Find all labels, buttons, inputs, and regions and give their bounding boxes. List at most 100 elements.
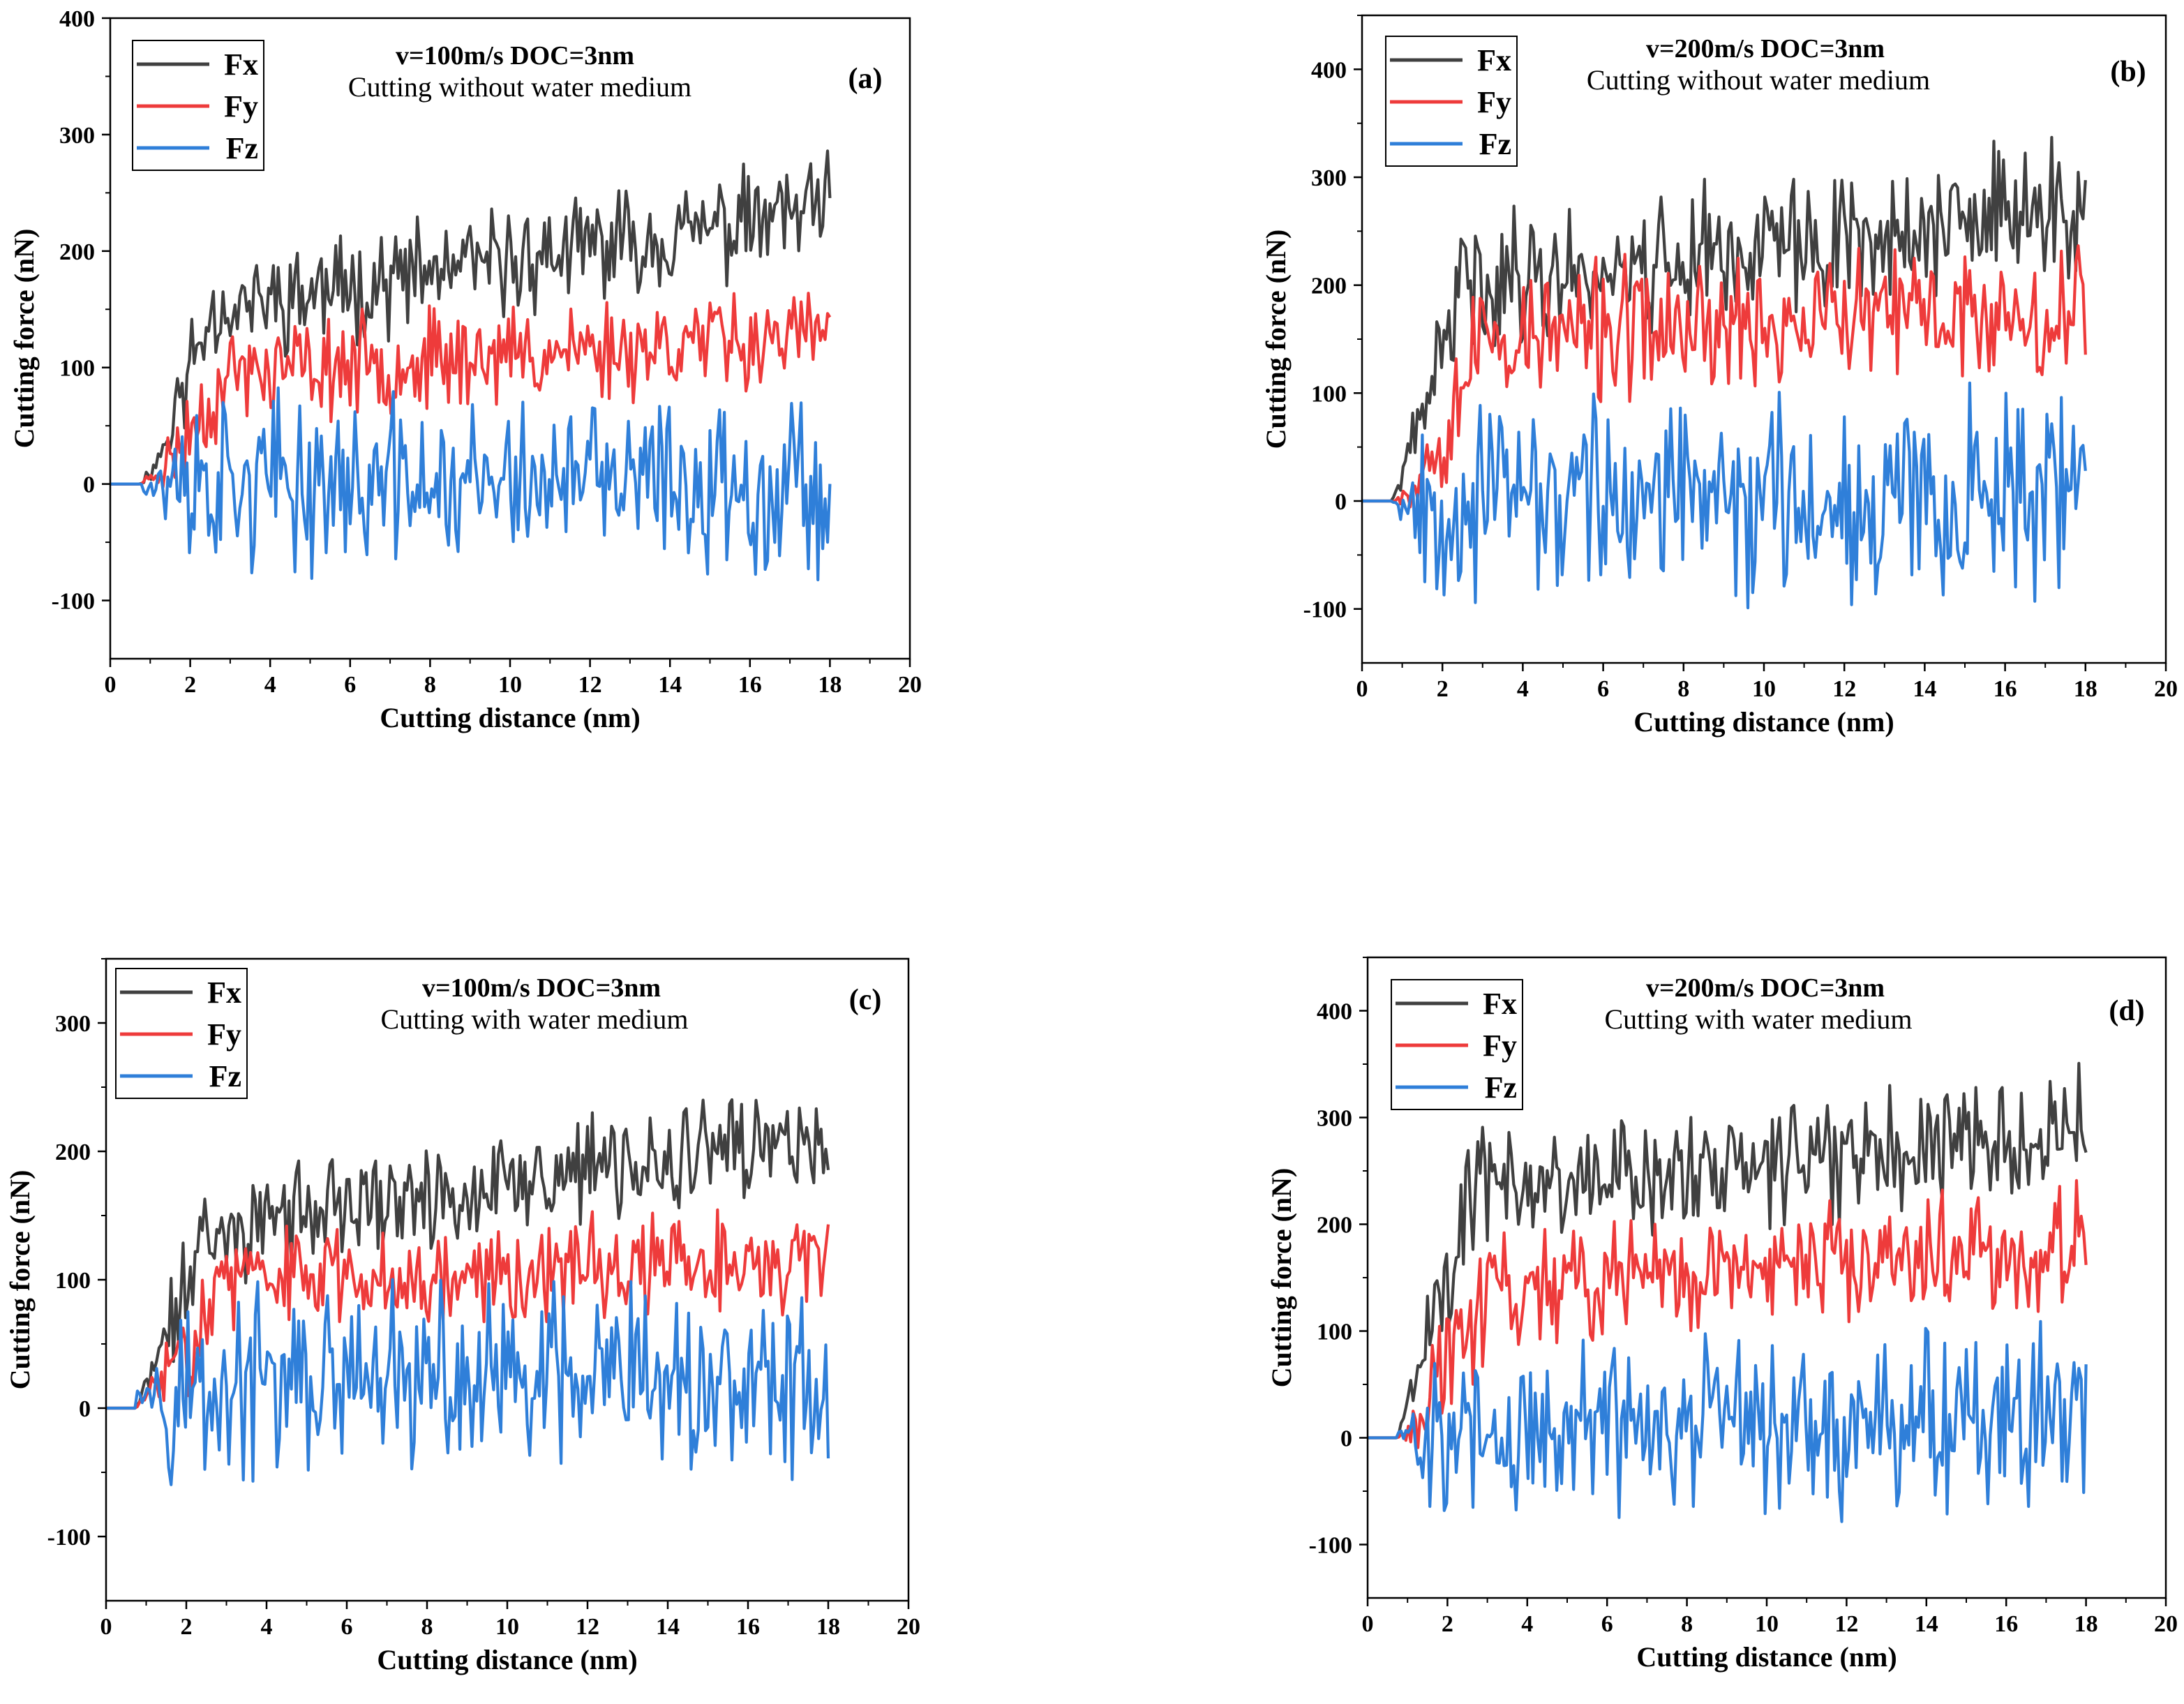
series-line-fx: [1362, 135, 2087, 503]
legend-label-fz: Fz: [1485, 1070, 1517, 1105]
legend-label-fz: Fz: [226, 131, 258, 165]
series-group-c: [106, 1098, 830, 1486]
x-tick-label: 10: [1755, 1611, 1779, 1637]
x-tick-label: 8: [424, 672, 436, 698]
x-tick-label: 16: [1994, 1611, 2018, 1637]
x-tick-label: 4: [1521, 1611, 1533, 1637]
legend: Fx Fy Fz: [1391, 979, 1523, 1110]
x-axis-label: Cutting distance (nm): [380, 702, 640, 733]
legend-label-fy: Fy: [1483, 1029, 1517, 1063]
x-tick-label: 20: [898, 672, 922, 698]
legend-label-fx: Fx: [207, 976, 241, 1010]
x-tick-label: 0: [100, 1614, 112, 1640]
y-tick-label: 300: [59, 123, 95, 149]
x-tick-label: 14: [658, 672, 682, 698]
legend-label-fx: Fx: [1483, 987, 1517, 1021]
series-line-fz: [110, 386, 832, 582]
y-tick-label: 200: [1311, 274, 1347, 299]
series-line-fx: [110, 149, 832, 486]
legend-label-fy: Fy: [224, 89, 258, 124]
x-tick-label: 6: [344, 672, 356, 698]
x-axis-label: Cutting distance (nm): [377, 1644, 637, 1675]
x-tick-label: 8: [421, 1614, 433, 1640]
x-tick-label: 18: [816, 1614, 840, 1640]
x-tick-label: 16: [738, 672, 762, 698]
x-tick-label: 10: [1752, 676, 1776, 702]
legend-label-fx: Fx: [224, 47, 258, 82]
chart-subtitle: Cutting with water medium: [380, 1003, 688, 1035]
panel-label: (b): [2110, 56, 2146, 88]
chart-subtitle: Cutting without water medium: [1587, 64, 1930, 96]
y-tick-label: 0: [1340, 1426, 1352, 1452]
legend: Fx Fy Fz: [115, 968, 248, 1099]
x-tick-label: 18: [2074, 1611, 2098, 1637]
legend: Fx Fy Fz: [132, 40, 264, 171]
x-tick-label: 18: [2074, 676, 2097, 702]
x-tick-label: 20: [897, 1614, 920, 1640]
x-tick-label: 16: [736, 1614, 760, 1640]
panel-label: (d): [2109, 995, 2144, 1027]
y-axis-label: Cutting force (nN): [1266, 1168, 1297, 1388]
x-tick-label: 14: [1913, 676, 1936, 702]
x-tick-label: 4: [264, 672, 276, 698]
x-tick-label: 8: [1677, 676, 1689, 702]
chart-panel-d: 0 2 4 6 8 10 12 14 16 18 20 -100 0 100 200 300 400 Cuttin…: [1266, 956, 2178, 1673]
y-tick-label: 400: [1311, 57, 1347, 83]
x-tick-label: 20: [2154, 1611, 2178, 1637]
x-tick-label: 6: [1601, 1611, 1613, 1637]
legend: Fx Fy Fz: [1385, 36, 1518, 167]
x-tick-label: 2: [1437, 676, 1449, 702]
x-tick-label: 2: [184, 672, 196, 698]
y-tick-label: 400: [59, 6, 95, 32]
chart-subtitle: Cutting without water medium: [348, 71, 691, 103]
x-tick-label: 20: [2154, 676, 2178, 702]
y-tick-label: -100: [52, 589, 95, 615]
y-tick-label: 200: [59, 239, 95, 265]
y-tick-label: 0: [83, 472, 95, 498]
x-tick-label: 10: [495, 1614, 519, 1640]
y-tick-label: 200: [1317, 1213, 1352, 1239]
series-line-fz: [106, 1278, 830, 1486]
y-tick-label: 0: [79, 1396, 91, 1422]
y-tick-label: 300: [1311, 165, 1347, 191]
x-tick-label: 2: [181, 1614, 193, 1640]
x-tick-label: 6: [341, 1614, 353, 1640]
chart-title: v=100m/s DOC=3nm: [396, 41, 634, 70]
y-axis-label: Cutting force (nN): [1260, 230, 1292, 449]
x-tick-label: 12: [576, 1614, 599, 1640]
y-axis-label: Cutting force (nN): [8, 229, 40, 449]
x-tick-label: 0: [105, 672, 117, 698]
panel-label: (c): [849, 984, 882, 1016]
chart-title: v=200m/s DOC=3nm: [1646, 973, 1885, 1003]
x-tick-label: 6: [1597, 676, 1609, 702]
legend-label-fz: Fz: [209, 1059, 241, 1093]
series-group-d: [1368, 1061, 2088, 1523]
chart-title: v=200m/s DOC=3nm: [1646, 34, 1885, 63]
series-group-a: [110, 149, 832, 582]
x-tick-label: 10: [498, 672, 522, 698]
x-tick-label: 18: [818, 672, 842, 698]
x-axis-label: Cutting distance (nm): [1633, 706, 1894, 738]
x-tick-label: 2: [1442, 1611, 1453, 1637]
x-tick-label: 8: [1681, 1611, 1693, 1637]
series-line-fz: [1362, 381, 2087, 610]
x-tick-label: 0: [1362, 1611, 1374, 1637]
x-tick-label: 12: [578, 672, 602, 698]
y-tick-label: 100: [55, 1268, 91, 1294]
legend-label-fy: Fy: [207, 1017, 241, 1052]
chart-title: v=100m/s DOC=3nm: [422, 973, 661, 1003]
series-line-fz: [1368, 1320, 2088, 1523]
y-tick-label: 400: [1317, 999, 1352, 1025]
y-tick-label: 100: [1317, 1320, 1352, 1345]
x-tick-label: 4: [261, 1614, 273, 1640]
y-tick-label: 200: [55, 1139, 91, 1165]
chart-panel-a: 0 2 4 6 8 10 12 14 16 18 20 -100 0 100 200 300 400 Cuttin…: [8, 6, 922, 733]
y-tick-label: 100: [1311, 381, 1347, 407]
legend-label-fy: Fy: [1477, 85, 1511, 119]
series-line-fx: [1368, 1061, 2088, 1440]
series-line-fy: [106, 1208, 830, 1410]
chart-panel-b: 0 2 4 6 8 10 12 14 16 18 20 -100 0 100 200 300 400 Cuttin…: [1260, 14, 2178, 738]
series-line-fy: [110, 292, 832, 489]
y-tick-label: -100: [47, 1525, 91, 1550]
x-tick-label: 0: [1356, 676, 1368, 702]
